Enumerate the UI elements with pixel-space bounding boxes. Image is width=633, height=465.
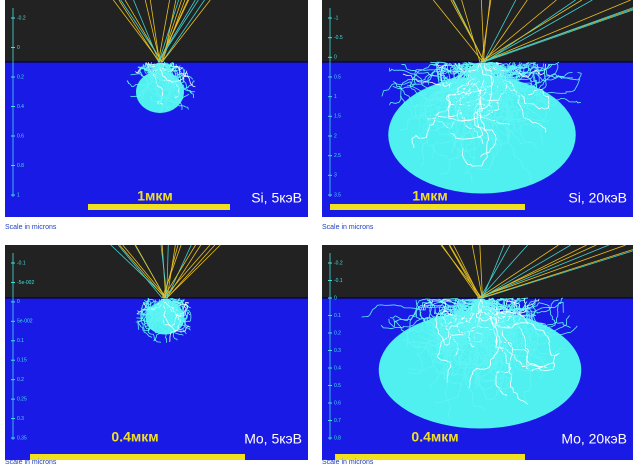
tick-label: 0.8 — [17, 163, 24, 169]
page: -0.2 0 0.2 0.4 0.6 0.8 1 1мкм Si, 5кэВ Scale in m… — [0, 0, 633, 465]
scale-bar-label: 0.4мкм — [411, 429, 458, 445]
tick-label: 0.25 — [17, 396, 27, 402]
tick-label: 2 — [334, 133, 337, 139]
tick-label: 0.3 — [17, 416, 24, 422]
tick-label: -0.2 — [17, 15, 26, 21]
tick-label: 0.1 — [334, 313, 341, 319]
tick-label: 0.15 — [17, 358, 27, 364]
tick-label: 1 — [334, 94, 337, 100]
sample-label: Si, 5кэВ — [251, 190, 302, 206]
tick-label: 0.35 — [17, 435, 27, 441]
tick-label: 2.5 — [334, 153, 341, 159]
sample-label: Mo, 20кэВ — [561, 431, 627, 447]
tick-label: 0.4 — [334, 365, 341, 371]
scale-bar — [88, 204, 230, 210]
tick-label: 0.5 — [334, 74, 341, 80]
tick-label: 0.5 — [334, 383, 341, 389]
tick-label: 0.3 — [334, 348, 341, 354]
panel: -1 -0.5 0 0.5 1 1.5 2 2.5 3 3.5 1мкм Si, 20кэВ Scale… — [322, 0, 633, 231]
tick-label: 0 — [17, 299, 20, 305]
sample-label: Mo, 5кэВ — [244, 431, 302, 447]
tick-label: 1.5 — [334, 114, 341, 120]
tick-label: 0.6 — [334, 400, 341, 406]
tick-label: 0 — [334, 295, 337, 301]
tick-label: -0.1 — [17, 260, 26, 266]
tick-label: 0.2 — [334, 330, 341, 336]
panel: -0.2 0 0.2 0.4 0.6 0.8 1 1мкм Si, 5кэВ Scale in m… — [5, 0, 308, 231]
tick-label: -0.5 — [334, 35, 343, 41]
tick-label: -1 — [334, 15, 339, 21]
tick-label: 0 — [17, 45, 20, 51]
scale-bar-label: 0.4мкм — [111, 429, 158, 445]
tick-label: -0.2 — [334, 260, 343, 266]
tick-label: 0.8 — [334, 435, 341, 441]
tick-label: 0.1 — [17, 338, 24, 344]
tick-label: 3.5 — [334, 192, 341, 198]
tick-label: 5e-002 — [17, 319, 33, 325]
scale-bar — [330, 204, 525, 210]
tick-label: -0.1 — [334, 278, 343, 284]
caption: Scale in microns — [322, 224, 374, 231]
caption: Scale in microns — [5, 224, 57, 231]
tick-label: 0 — [334, 55, 337, 61]
tick-label: 1 — [17, 192, 20, 198]
tick-label: 0.2 — [17, 377, 24, 383]
tick-label: 0.4 — [17, 104, 24, 110]
scale-bar — [30, 454, 245, 460]
tick-label: 0.7 — [334, 418, 341, 424]
tick-label: -5e-002 — [17, 280, 34, 286]
scale-bar-label: 1мкм — [412, 188, 448, 204]
tick-label: 3 — [334, 173, 337, 179]
sample-label: Si, 20кэВ — [568, 190, 627, 206]
panel: -0.1 -5e-002 0 5e-002 0.1 0.15 0.2 0.25 0.3 0.35 0… — [5, 245, 308, 465]
tick-label: 0.2 — [17, 74, 24, 80]
figure: -0.2 0 0.2 0.4 0.6 0.8 1 1мкм Si, 5кэВ Scale in m… — [0, 0, 633, 465]
caption: Scale in microns — [5, 459, 57, 465]
vacuum — [5, 245, 308, 298]
tick-label: 0.6 — [17, 133, 24, 139]
scale-bar-label: 1мкм — [137, 188, 173, 204]
caption: Scale in microns — [322, 459, 374, 465]
panel: -0.2 -0.1 0 0.1 0.2 0.3 0.4 0.5 0.6 0.7 0.8 0.4мкм M… — [322, 245, 633, 465]
